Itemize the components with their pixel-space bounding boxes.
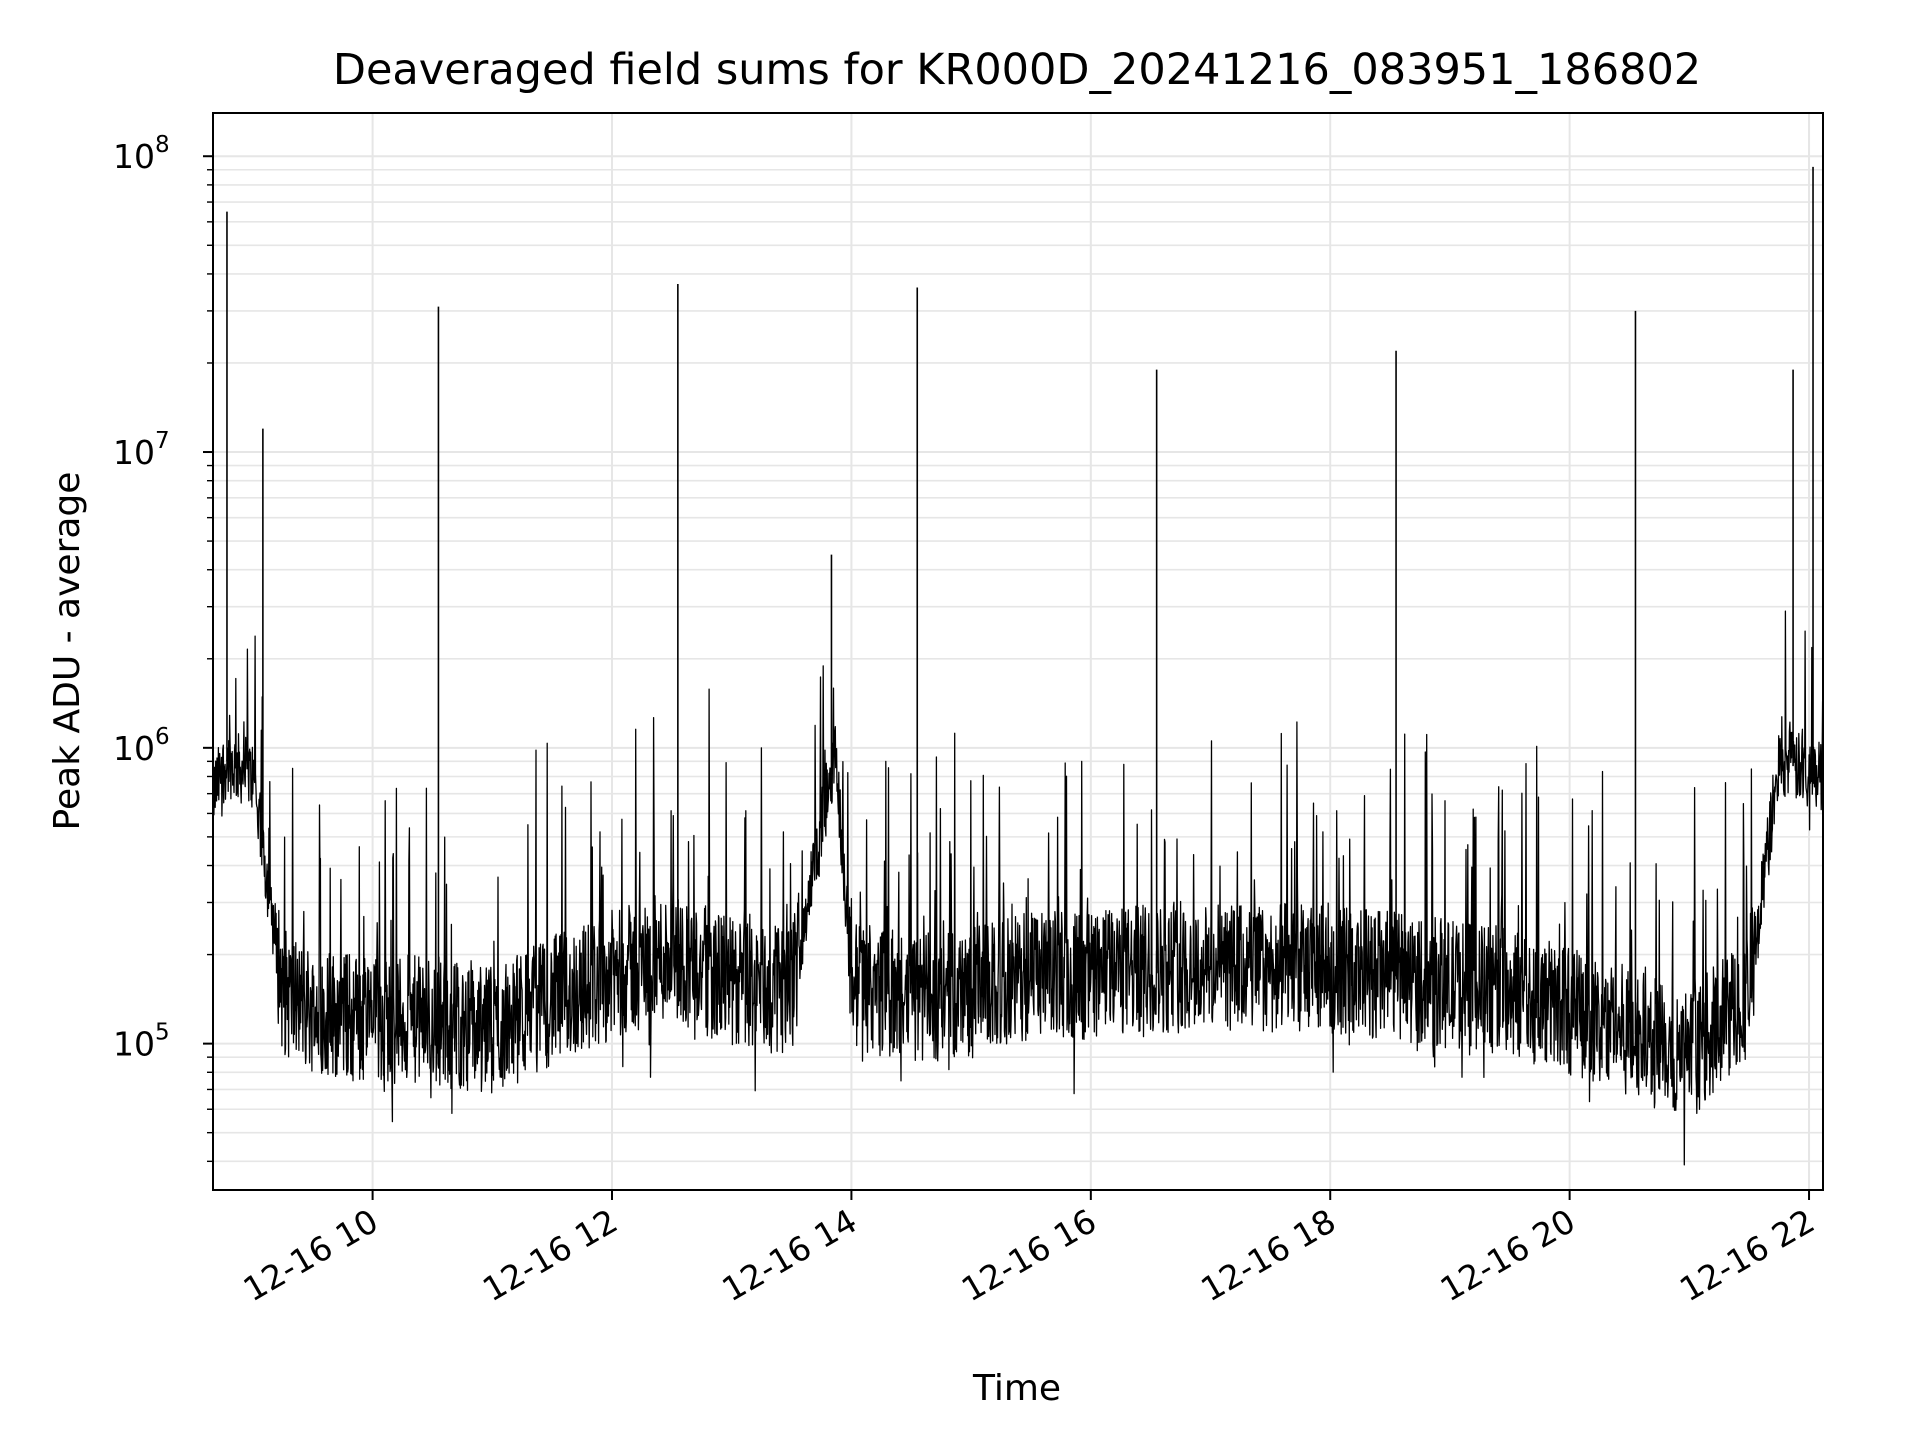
y-tick-base: 10 <box>113 729 155 768</box>
y-tick-exponent: 8 <box>155 132 170 158</box>
y-tick-label: 107 <box>113 428 170 472</box>
y-tick-base: 10 <box>113 1025 155 1064</box>
y-tick-exponent: 7 <box>155 428 170 454</box>
y-axis-label: Peak ADU - average <box>47 472 88 831</box>
y-tick-exponent: 6 <box>155 724 170 750</box>
y-tick-exponent: 5 <box>155 1020 170 1046</box>
y-tick-label: 108 <box>113 132 170 176</box>
spike-group <box>226 166 1814 1034</box>
series-line <box>212 610 1824 1166</box>
y-tick-base: 10 <box>113 433 155 472</box>
y-tick-label: 106 <box>113 724 170 768</box>
plot-frame <box>212 112 1824 1191</box>
chart-title: Deaveraged field sums for KR000D_2024121… <box>333 45 1701 95</box>
x-axis-label: Time <box>972 1368 1061 1409</box>
plot-area <box>212 166 1824 1166</box>
y-tick-base: 10 <box>113 137 155 176</box>
y-tick-label: 105 <box>113 1020 170 1064</box>
